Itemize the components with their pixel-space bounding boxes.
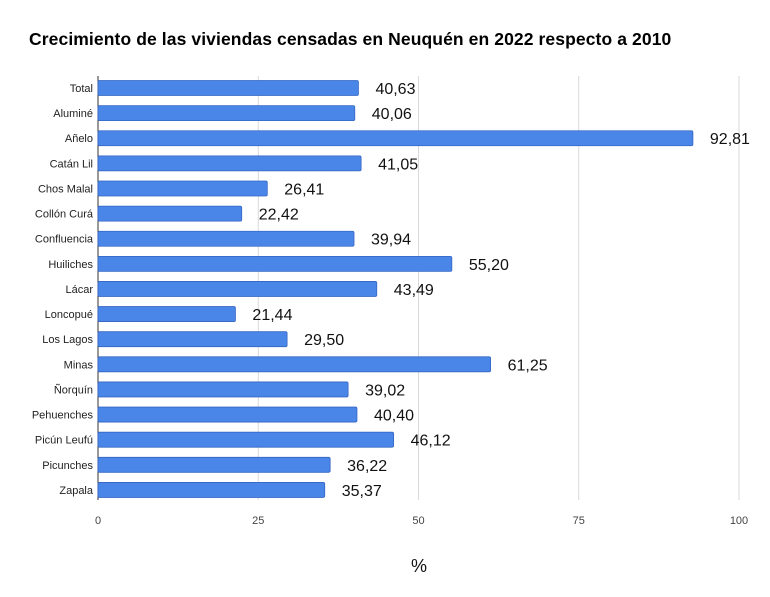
y-category-label: Catán Lil [50,158,93,170]
bar [97,456,331,473]
x-tick-label: 25 [252,515,264,527]
bar-value-label: 39,94 [371,232,411,249]
y-category-label: Pehuenches [32,410,94,422]
y-category-label: Minas [64,359,94,371]
bar [97,230,355,247]
bar [97,130,694,147]
y-category-label: Ñorquín [54,383,93,396]
bar [97,381,349,398]
bar [97,80,359,96]
bar-value-label: 35,37 [342,483,382,500]
bar-value-label: 26,41 [284,181,324,198]
bar-value-label: 21,44 [252,307,292,324]
x-tick-label: 0 [95,515,101,527]
bar-value-label: 40,63 [375,81,415,98]
bar [97,356,492,373]
bar-value-label: 39,02 [365,382,405,399]
chart-title: Crecimiento de las viviendas censadas en… [29,29,672,49]
bar [97,205,243,222]
bar [97,482,326,498]
bar-value-label: 40,06 [372,106,412,123]
y-category-label: Aluminé [53,108,93,120]
bar [97,406,358,423]
bar [97,180,268,197]
bar-value-label: 61,25 [508,357,548,374]
labels: 0 25 50 75 100 Total 40,63 Aluminé 40,06 Añelo 92,… [32,81,750,527]
bar [97,155,362,172]
y-category-label: Loncopué [45,309,93,321]
bar [97,331,288,348]
y-category-label: Huiliches [48,259,93,271]
x-axis-title: % [411,556,427,576]
bar [97,281,378,297]
y-category-label: Confluencia [35,234,94,246]
bar-value-label: 43,49 [394,282,434,299]
bar [97,255,453,272]
y-category-label: Zapala [59,485,94,497]
y-category-label: Añelo [65,133,93,145]
bar-value-label: 36,22 [347,458,387,475]
y-category-label: Picún Leufú [35,435,93,447]
bar-value-label: 40,40 [374,408,414,425]
y-category-label: Total [70,83,93,95]
bar [97,105,356,122]
bar-value-label: 29,50 [304,332,344,349]
bar-value-label: 22,42 [259,207,299,224]
x-tick-label: 50 [412,515,424,527]
bar [97,306,236,322]
y-category-label: Los Lagos [42,334,93,346]
y-category-label: Lácar [65,284,93,296]
bar [97,431,395,448]
bar-value-label: 55,20 [469,257,509,274]
x-tick-label: 75 [573,515,585,527]
bar-value-label: 92,81 [710,131,750,148]
x-tick-label: 100 [730,515,748,527]
bar-value-label: 41,05 [378,156,418,173]
bar-value-label: 46,12 [411,433,451,450]
y-category-label: Chos Malal [38,183,93,195]
y-category-label: Picunches [42,460,93,472]
y-category-label: Collón Curá [35,209,94,221]
bars [97,80,694,498]
